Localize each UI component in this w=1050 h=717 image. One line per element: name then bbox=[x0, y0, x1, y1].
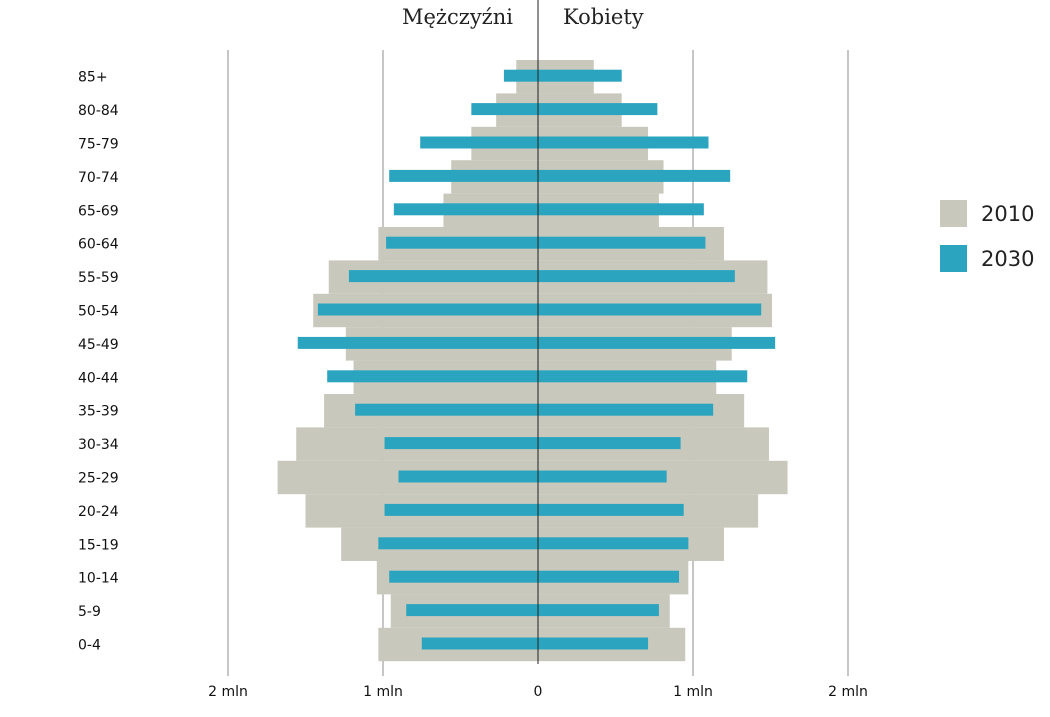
bar-2030-men-0-4 bbox=[421, 637, 538, 650]
legend-swatch-2030 bbox=[940, 245, 967, 272]
bar-2030-men-50-54 bbox=[317, 303, 538, 316]
age-label: 65-69 bbox=[78, 203, 119, 219]
bar-2030-men-25-29 bbox=[398, 470, 538, 483]
bar-2030-men-45-49 bbox=[297, 336, 538, 349]
bar-2030-women-45-49 bbox=[538, 336, 776, 349]
bar-2030-women-75-79 bbox=[538, 136, 709, 149]
age-label: 30-34 bbox=[78, 437, 119, 453]
bar-2030-women-55-59 bbox=[538, 270, 735, 283]
age-label: 5-9 bbox=[78, 604, 101, 620]
bar-2030-men-65-69 bbox=[393, 203, 538, 216]
bar-2030-men-40-44 bbox=[327, 370, 538, 383]
age-group-labels: 85+ 80-84 75-79 70-74 65-69 60-64 55-59 50-54 45… bbox=[78, 70, 119, 654]
bar-2030-women-50-54 bbox=[538, 303, 762, 316]
x-tick-label: 2 mln bbox=[208, 684, 248, 700]
bar-2030-men-5-9 bbox=[406, 604, 538, 617]
bar-2030-women-10-14 bbox=[538, 570, 680, 583]
women-side-title: Kobiety bbox=[563, 5, 644, 29]
age-label: 0-4 bbox=[78, 638, 101, 654]
age-label: 40-44 bbox=[78, 370, 119, 386]
bar-2030-women-70-74 bbox=[538, 169, 731, 182]
bar-2030-men-10-14 bbox=[389, 570, 538, 583]
bar-2030-men-75-79 bbox=[420, 136, 538, 149]
bar-2030-men-55-59 bbox=[348, 270, 538, 283]
bar-2030-men-70-74 bbox=[389, 169, 538, 182]
bar-2030-women-35-39 bbox=[538, 403, 714, 416]
bar-2030-men-85+ bbox=[503, 69, 538, 82]
x-tick-label: 2 mln bbox=[828, 684, 868, 700]
age-label: 35-39 bbox=[78, 404, 119, 420]
age-label: 25-29 bbox=[78, 471, 119, 487]
bar-2030-women-85+ bbox=[538, 69, 622, 82]
bar-2030-women-40-44 bbox=[538, 370, 748, 383]
series-2030-bars bbox=[297, 69, 776, 650]
age-label: 80-84 bbox=[78, 103, 119, 119]
legend-label-2030: 2030 bbox=[981, 247, 1034, 271]
age-label: 75-79 bbox=[78, 137, 119, 153]
bar-2030-women-5-9 bbox=[538, 604, 659, 617]
x-axis-tick-labels: 2 mln 1 mln 0 1 mln 2 mln bbox=[208, 684, 868, 700]
bar-2030-women-60-64 bbox=[538, 236, 706, 249]
legend-swatch-2010 bbox=[940, 200, 967, 227]
bar-2030-women-30-34 bbox=[538, 437, 681, 450]
bar-2030-men-60-64 bbox=[386, 236, 538, 249]
age-label: 45-49 bbox=[78, 337, 119, 353]
bar-2030-women-20-24 bbox=[538, 503, 684, 516]
age-label: 85+ bbox=[78, 70, 108, 86]
bar-2030-men-15-19 bbox=[378, 537, 538, 550]
bar-2030-women-65-69 bbox=[538, 203, 704, 216]
age-label: 70-74 bbox=[78, 170, 119, 186]
bar-2030-men-35-39 bbox=[355, 403, 538, 416]
age-label: 55-59 bbox=[78, 270, 119, 286]
bar-2030-women-0-4 bbox=[538, 637, 649, 650]
bar-2030-women-25-29 bbox=[538, 470, 667, 483]
legend-label-2010: 2010 bbox=[981, 202, 1034, 226]
age-label: 20-24 bbox=[78, 504, 119, 520]
age-label: 50-54 bbox=[78, 304, 119, 320]
bar-2030-women-15-19 bbox=[538, 537, 689, 550]
x-tick-label: 1 mln bbox=[363, 684, 403, 700]
men-side-title: Mężczyźni bbox=[402, 5, 513, 29]
age-label: 60-64 bbox=[78, 237, 119, 253]
x-tick-label: 1 mln bbox=[673, 684, 713, 700]
age-label: 15-19 bbox=[78, 537, 119, 553]
bar-2030-men-20-24 bbox=[384, 503, 538, 516]
bar-2030-women-80-84 bbox=[538, 103, 658, 116]
legend: 2010 2030 bbox=[940, 200, 1034, 272]
bar-2030-men-80-84 bbox=[471, 103, 538, 116]
x-tick-label: 0 bbox=[534, 684, 543, 700]
age-label: 10-14 bbox=[78, 571, 119, 587]
bar-2030-men-30-34 bbox=[384, 437, 538, 450]
